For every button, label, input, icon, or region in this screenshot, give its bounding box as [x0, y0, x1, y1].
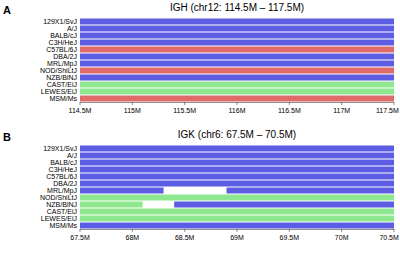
segment: [227, 188, 394, 194]
title: IGH (chr12: 114.5M – 117.5M): [170, 2, 304, 13]
segment: [80, 61, 394, 67]
x-tick: [289, 102, 290, 105]
segment: [174, 202, 394, 208]
segment: [80, 188, 164, 194]
x-tick: [80, 102, 81, 105]
row-label: DBA/2J: [53, 53, 77, 60]
row-label: 129X1/SvJ: [43, 145, 77, 152]
row-label: MSM/Ms: [49, 222, 77, 229]
x-tick: [394, 102, 395, 105]
row-label: NOD/ShiLtJ: [40, 67, 77, 74]
row-label: C57BL/6J: [46, 173, 77, 180]
segment: [80, 96, 394, 102]
segment: [80, 195, 394, 201]
segment: [80, 75, 394, 81]
segment: [80, 54, 394, 60]
x-tick-label: 117M: [333, 107, 350, 114]
segment: [80, 26, 394, 32]
row-label: NOD/ShiLtJ: [40, 194, 77, 201]
segment: [143, 202, 174, 208]
panel-label: A: [3, 4, 11, 16]
x-tick: [394, 229, 395, 232]
x-tick-label: 115.5M: [173, 107, 196, 114]
x-tick: [184, 229, 185, 232]
segment: [80, 160, 394, 166]
row-label: CAST/EiJ: [47, 81, 77, 88]
panel: A IGH (chr12: 114.5M – 117.5M) 129X1/SvJA/…: [3, 2, 399, 114]
row-label: DBA/2J: [53, 180, 77, 187]
x-tick-label: 70M: [335, 234, 349, 241]
segment: [80, 223, 394, 229]
x-tick-label: 116M: [229, 107, 246, 114]
x-tick: [237, 102, 238, 105]
segment: [80, 153, 394, 159]
segment: [80, 47, 394, 53]
plot-area: [80, 19, 394, 102]
row-label: 129X1/SvJ: [43, 18, 77, 25]
segment: [80, 167, 394, 173]
segment: [80, 202, 143, 208]
row-label: NZB/BlNJ: [46, 74, 77, 81]
x-tick-label: 67.5M: [70, 234, 90, 241]
segment: [164, 188, 227, 194]
segment: [80, 174, 394, 180]
row-label: BALB/cJ: [50, 32, 77, 39]
segment: [80, 181, 394, 187]
x-tick: [132, 229, 133, 232]
x-tick: [132, 102, 133, 105]
segment: [80, 33, 394, 39]
x-tick-label: 115M: [124, 107, 141, 114]
row-label: NZB/BlNJ: [46, 201, 77, 208]
x-tick-label: 116.5M: [278, 107, 301, 114]
segment: [80, 89, 394, 95]
row-label: C3H/HeJ: [49, 166, 77, 173]
figure: AIGH (chr12: 114.5M – 117.5M)129X1/SvJA/…: [0, 0, 400, 253]
plot-area: [80, 146, 394, 229]
x-tick-label: 69.5M: [280, 234, 300, 241]
row-label: BALB/cJ: [50, 159, 77, 166]
segment: [80, 19, 394, 25]
x-tick-label: 70.5M: [379, 234, 399, 241]
segment: [80, 209, 394, 215]
x-tick-label: 68M: [126, 234, 140, 241]
row-label: MSM/Ms: [49, 95, 77, 102]
x-tick: [341, 102, 342, 105]
segment: [80, 40, 394, 46]
row-label: CAST/EiJ: [47, 208, 77, 215]
row-label: LEWES/EiJ: [41, 88, 77, 95]
panel-label: B: [3, 131, 11, 143]
x-tick-label: 114.5M: [69, 107, 92, 114]
row-label: LEWES/EiJ: [41, 215, 77, 222]
row-label: C3H/HeJ: [49, 39, 77, 46]
segment: [80, 146, 394, 152]
x-tick-label: 117.5M: [376, 107, 399, 114]
panel: B IGK (chr6: 67.5M – 70.5M) 129X1/SvJA/JBA…: [3, 129, 399, 241]
row-label: C57BL/6J: [46, 46, 77, 53]
segment: [80, 82, 394, 88]
segment: [80, 216, 394, 222]
x-tick: [80, 229, 81, 232]
segment: [80, 68, 394, 74]
x-tick-label: 68.5M: [175, 234, 195, 241]
x-tick: [341, 229, 342, 232]
x-tick-label: 69M: [230, 234, 244, 241]
x-tick: [289, 229, 290, 232]
x-tick: [237, 229, 238, 232]
row-label: A/J: [67, 152, 77, 159]
title: IGK (chr6: 67.5M – 70.5M): [178, 129, 296, 140]
x-tick: [184, 102, 185, 105]
row-label: A/J: [67, 25, 77, 32]
